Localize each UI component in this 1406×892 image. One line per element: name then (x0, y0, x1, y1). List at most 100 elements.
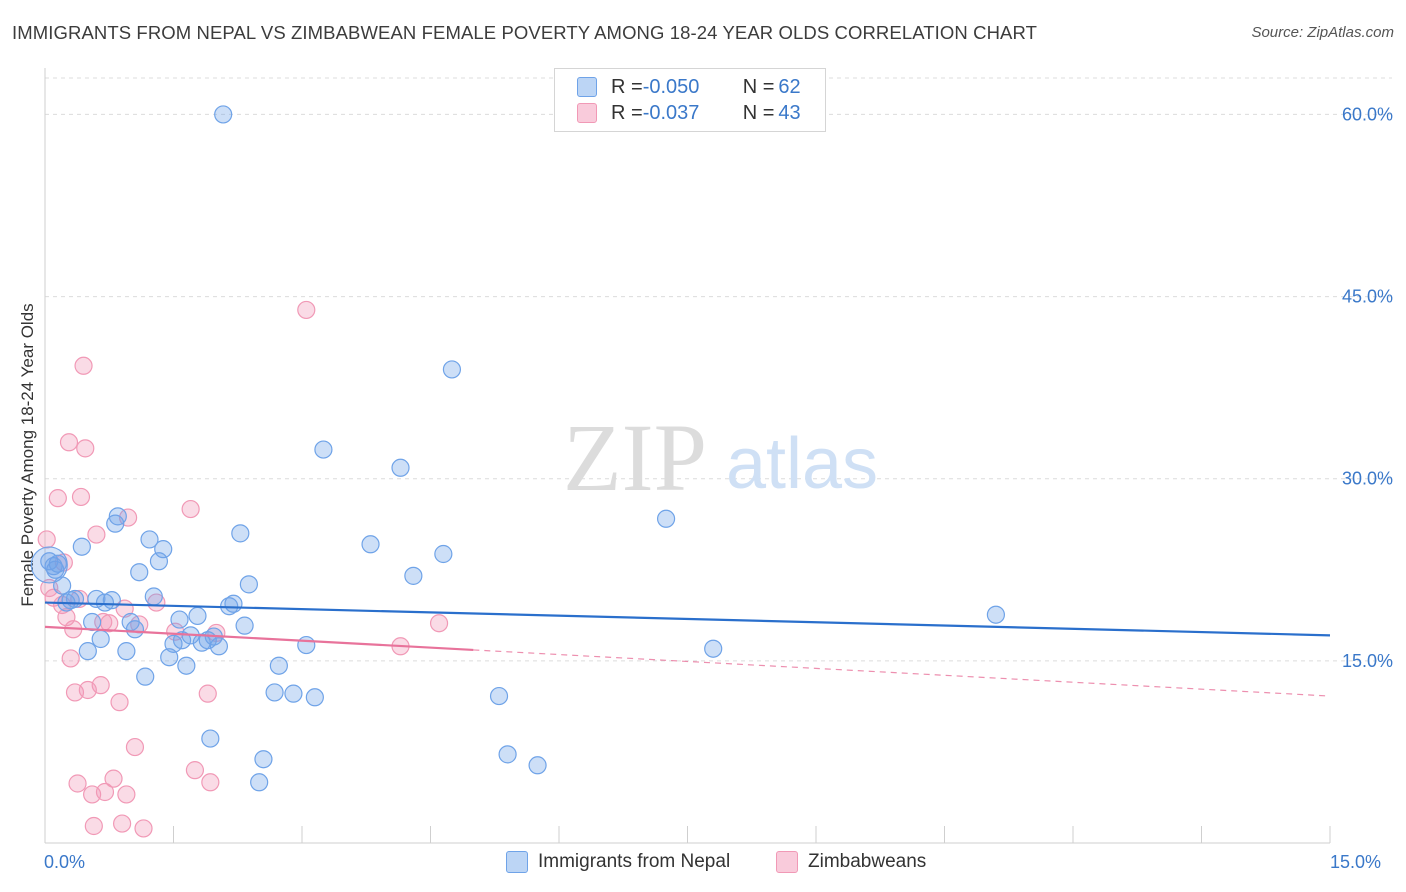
nepal-point (297, 635, 316, 655)
nepal-point (269, 656, 288, 675)
nepal-swatch (506, 851, 528, 873)
nepal-point (136, 667, 155, 686)
nepal-point (442, 360, 462, 379)
chart-title: IMMIGRANTS FROM NEPAL VS ZIMBABWEAN FEMA… (12, 22, 1037, 43)
nepal-point-cluster (30, 546, 68, 584)
nepal-point (154, 540, 173, 559)
nepal-point (130, 563, 149, 582)
nepal-point (239, 575, 258, 594)
n-value: 62 (778, 75, 801, 98)
nepal-point (95, 593, 115, 612)
nepal-point (106, 514, 125, 533)
zimbabwe-point (198, 684, 217, 703)
zimbabwe-point (37, 530, 56, 549)
n-value: 43 (778, 101, 801, 124)
nepal-point (117, 642, 136, 661)
zimbabwe-point (68, 774, 87, 793)
zimbabwe-point (48, 489, 67, 508)
nepal-point (265, 683, 284, 702)
nepal-point (434, 544, 453, 564)
source-label: Source: ZipAtlas.com (1251, 24, 1394, 41)
legend-row-nepal: R = -0.050 N = 62 (577, 75, 801, 99)
nepal-point (489, 686, 509, 706)
zimbabwe-swatch (776, 851, 798, 873)
nepal-point (214, 105, 233, 124)
zimbabwe-point (181, 499, 200, 519)
nepal-point (314, 440, 333, 459)
zimbabwe-point (87, 525, 106, 544)
nepal-point (91, 629, 110, 649)
watermark-zip: ZIP (563, 404, 707, 511)
nepal-point (231, 524, 250, 543)
nepal-point (170, 610, 189, 629)
zimbabwe-point (95, 782, 115, 802)
zimbabwe-point (84, 816, 103, 836)
nepal-point (361, 535, 380, 554)
nepal-point (172, 631, 192, 650)
nepal-trend-line (44, 601, 1331, 637)
x-tick-label-min: 0.0% (44, 852, 86, 872)
nepal-point (125, 620, 145, 639)
n-label: N = (742, 101, 775, 124)
y-tick-label: 15.0% (1342, 651, 1393, 671)
y-tick-label: 60.0% (1342, 104, 1393, 124)
legend-item-nepal[interactable]: Immigrants from Nepal (506, 851, 730, 873)
nepal-point (254, 750, 273, 769)
nepal-point (209, 637, 229, 656)
nepal-point (986, 605, 1006, 624)
nepal-point (188, 606, 207, 626)
zimbabwe-trend-extension (473, 649, 1331, 697)
zimbabwe-trend-line (44, 625, 474, 652)
nepal-point (498, 745, 517, 764)
r-value: -0.037 (642, 101, 700, 124)
nepal-point (140, 530, 159, 549)
nepal-point (284, 684, 303, 703)
nepal-point (48, 554, 67, 573)
zimbabwe-point (112, 814, 132, 833)
nepal-point (65, 589, 85, 609)
r-value: -0.050 (642, 75, 700, 98)
r-label: R = (611, 75, 643, 98)
nepal-point (201, 729, 220, 748)
nepal-point (108, 507, 127, 526)
nepal-point (528, 756, 547, 775)
x-tick-label-max: 15.0% (1330, 852, 1382, 872)
correlation-legend: R = -0.050 N = 62 R = -0.037 N = 43 (554, 68, 826, 132)
series-legend: Immigrants from Nepal Zimbabweans (0, 851, 1406, 879)
y-tick-label: 30.0% (1342, 469, 1393, 489)
nepal-point (250, 773, 269, 792)
n-label: N = (742, 75, 775, 98)
zimbabwe-point (134, 819, 153, 838)
nepal-point (235, 616, 254, 635)
nepal-point (224, 594, 243, 613)
nepal-point (404, 566, 423, 585)
zimbabwe-point (117, 785, 136, 804)
zimbabwe-point (104, 769, 123, 788)
nepal-point (177, 656, 196, 675)
nepal-point (83, 612, 102, 632)
zimbabwe-point (59, 433, 79, 452)
zimbabwe-point (429, 614, 449, 633)
nepal-swatch (577, 77, 597, 97)
zimbabwe-swatch (577, 103, 597, 123)
zimbabwe-point (76, 439, 95, 458)
nepal-point (144, 587, 163, 606)
legend-row-zimbabwe: R = -0.037 N = 43 (577, 101, 801, 125)
zimbabwe-point (297, 300, 316, 320)
legend-item-zimbabwe[interactable]: Zimbabweans (776, 851, 926, 873)
nepal-point (78, 642, 97, 661)
zimbabwe-point (74, 356, 93, 375)
nepal-point (704, 639, 723, 658)
legend-label-nepal: Immigrants from Nepal (538, 851, 731, 872)
watermark-atlas: atlas (726, 424, 878, 504)
nepal-point (102, 591, 121, 610)
y-tick-label: 45.0% (1342, 287, 1393, 307)
zimbabwe-point (125, 737, 145, 757)
zimbabwe-point (91, 676, 110, 695)
legend-label-zimbabwe: Zimbabweans (808, 851, 927, 872)
nepal-point (391, 458, 410, 477)
zimbabwe-point (201, 773, 220, 792)
zimbabwe-point (110, 693, 129, 712)
nepal-point (72, 537, 91, 556)
